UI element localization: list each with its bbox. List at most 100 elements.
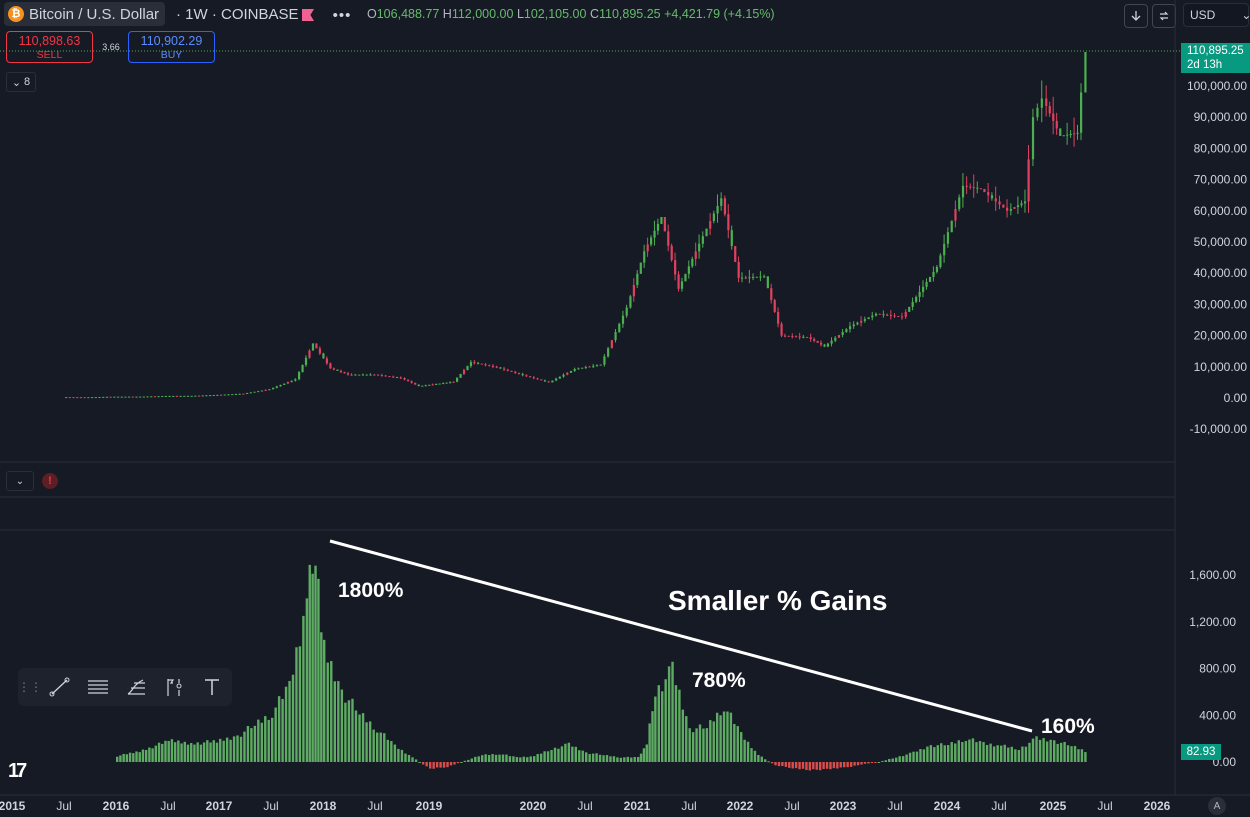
histogram-bar (498, 754, 501, 762)
candle (573, 368, 576, 371)
candle (272, 387, 275, 390)
histogram-bar (664, 679, 667, 762)
flag-icon[interactable] (302, 9, 314, 21)
candle (336, 369, 339, 371)
fib-icon[interactable] (124, 675, 148, 699)
price-tick-label: 60,000.00 (1194, 204, 1248, 218)
candle (1045, 98, 1048, 106)
histogram-bar (467, 759, 470, 762)
candle (449, 382, 452, 384)
sell-button[interactable]: 110,898.63 SELL (6, 31, 93, 63)
annotation-780: 780% (692, 669, 746, 692)
candle (922, 286, 925, 292)
histogram-bar (519, 757, 522, 762)
histogram-bar (164, 740, 167, 762)
histogram-bar (1014, 749, 1017, 762)
alert-icon[interactable]: ! (42, 473, 58, 489)
candle (1084, 52, 1087, 93)
candle (227, 394, 230, 396)
histogram-bar (539, 753, 543, 762)
histogram-bar (190, 743, 193, 762)
candle (275, 386, 278, 388)
candle (142, 396, 145, 398)
time-tick-label: Jul (160, 799, 175, 813)
candle (1031, 117, 1035, 160)
auto-scale-button[interactable]: A (1208, 797, 1226, 815)
candle (737, 261, 740, 278)
time-tick-label: Jul (367, 799, 382, 813)
price-tick-label: 50,000.00 (1194, 235, 1248, 249)
histogram-bar (912, 751, 915, 762)
high-label: H (442, 7, 452, 21)
candle (841, 332, 844, 335)
candle (529, 376, 532, 378)
candle (120, 396, 123, 398)
horizontal-lines-icon[interactable] (86, 675, 110, 699)
text-icon[interactable] (200, 675, 224, 699)
histogram-bar (978, 741, 982, 762)
histogram-bar (839, 762, 842, 768)
histogram-bar (770, 762, 774, 764)
trend-line[interactable] (329, 539, 1033, 733)
candle (197, 395, 201, 397)
sell-price: 110,898.63 (18, 34, 81, 48)
histogram-bar (705, 728, 709, 762)
histogram-bar (260, 722, 263, 762)
candle (179, 395, 182, 397)
candle (990, 195, 994, 199)
indicators-collapse-button[interactable]: ⌄ 8 (6, 72, 36, 92)
tradingview-logo[interactable]: 17 (8, 760, 27, 782)
histogram-bar (863, 762, 867, 764)
candle (369, 374, 372, 376)
candle (950, 220, 953, 233)
candle (588, 366, 591, 368)
buy-button[interactable]: 110,902.29 BUY (128, 31, 215, 63)
price-tick-label: 20,000.00 (1194, 329, 1248, 343)
candle (290, 380, 293, 383)
candle (819, 342, 823, 345)
histogram-bar (425, 762, 428, 767)
histogram-bar (695, 728, 698, 762)
candle (687, 266, 690, 274)
histogram-bar (616, 757, 619, 762)
candle (399, 377, 402, 379)
candle (260, 390, 264, 392)
candle (172, 395, 175, 397)
candle (72, 397, 75, 399)
time-tick-label: Jul (263, 799, 278, 813)
candle (68, 397, 71, 399)
candle (551, 380, 554, 383)
candle (456, 377, 459, 382)
currency-select[interactable]: USD ⌄ (1183, 3, 1250, 27)
histogram-bar (308, 564, 311, 762)
price-tick-label: 30,000.00 (1194, 297, 1248, 311)
price-tick-label: 0.00 (1224, 391, 1248, 405)
histogram-bar (180, 743, 183, 762)
histogram-bar (681, 709, 685, 762)
candle (863, 319, 867, 321)
interval-exchange[interactable]: · 1W · COINBASE (176, 6, 299, 23)
candle (105, 396, 109, 398)
candle (1020, 203, 1023, 206)
histogram-bar (546, 751, 550, 762)
pane-collapse-button[interactable]: ⌄ (6, 471, 34, 491)
candle (231, 394, 234, 396)
drag-handle-icon[interactable]: ⋮⋮ (18, 680, 42, 694)
candle (555, 378, 558, 381)
symbol-selector[interactable]: ₿ Bitcoin / U.S. Dollar (4, 2, 166, 26)
candle (709, 221, 712, 229)
candle (94, 397, 97, 399)
histogram-bar (439, 762, 442, 768)
candle (294, 379, 297, 381)
candle (410, 381, 413, 383)
histogram-bar (390, 741, 393, 762)
download-button[interactable] (1124, 4, 1148, 28)
histogram-bar (404, 753, 407, 762)
histogram-bar (456, 762, 460, 764)
trend-line-icon[interactable] (48, 675, 72, 699)
histogram-bar (250, 728, 253, 762)
brush-icon[interactable] (162, 675, 186, 699)
histogram-bar (722, 711, 726, 762)
more-options-icon[interactable]: ••• (332, 6, 352, 24)
